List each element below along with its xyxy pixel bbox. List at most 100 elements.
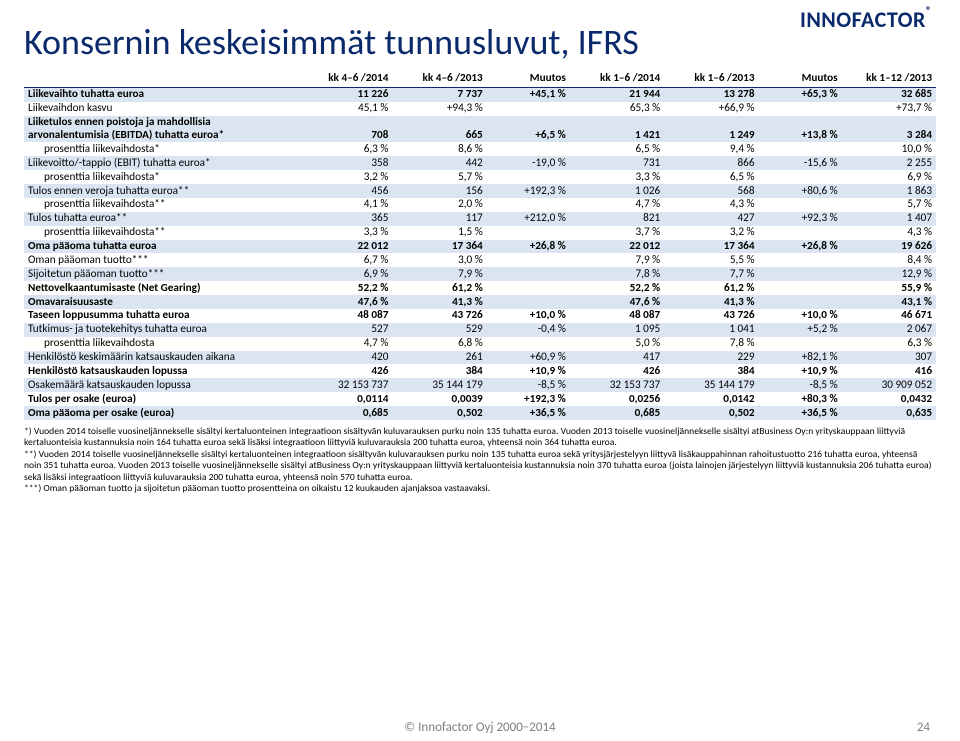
cell-value: 2,0 % <box>392 198 486 212</box>
cell-value: 52,2 % <box>570 281 664 295</box>
cell-value: 3 284 <box>842 116 936 143</box>
cell-value <box>487 170 570 184</box>
table-row: Tutkimus- ja tuotekehitys tuhatta euroa5… <box>24 323 936 337</box>
cell-value: 7 737 <box>392 87 486 101</box>
cell-value: 527 <box>298 323 392 337</box>
cell-value: 41,3 % <box>392 295 486 309</box>
cell-value: 41,3 % <box>664 295 758 309</box>
cell-value: 0,0142 <box>664 392 758 406</box>
footnote: ***) Oman pääoman tuotto ja sijoitetun p… <box>24 483 936 495</box>
row-label: Omavaraisuusaste <box>24 295 298 309</box>
cell-value: 47,6 % <box>298 295 392 309</box>
cell-value: 261 <box>392 351 486 365</box>
cell-value: 3,3 % <box>570 170 664 184</box>
cell-value: 5,0 % <box>570 337 664 351</box>
cell-value <box>487 198 570 212</box>
cell-value: 358 <box>298 156 392 170</box>
cell-value: 1 407 <box>842 212 936 226</box>
cell-value: -19,0 % <box>487 156 570 170</box>
cell-value: 7,7 % <box>664 267 758 281</box>
cell-value: +73,7 % <box>842 102 936 116</box>
cell-value: +36,5 % <box>759 406 842 420</box>
cell-value: 365 <box>298 212 392 226</box>
cell-value: 4,7 % <box>298 337 392 351</box>
cell-value: 7,8 % <box>664 337 758 351</box>
cell-value: +6,5 % <box>487 116 570 143</box>
cell-value: 21 944 <box>570 87 664 101</box>
cell-value: 43 726 <box>392 309 486 323</box>
cell-value: 0,685 <box>298 406 392 420</box>
cell-value: 416 <box>842 364 936 378</box>
row-label: Taseen loppusumma tuhatta euroa <box>24 309 298 323</box>
row-label: Tulos tuhatta euroa** <box>24 212 298 226</box>
footnote: *) Vuoden 2014 toiselle vuosineljännekse… <box>24 426 936 449</box>
cell-value: +80,6 % <box>759 184 842 198</box>
cell-value: -8,5 % <box>487 378 570 392</box>
cell-value: 456 <box>298 184 392 198</box>
cell-value: 61,2 % <box>392 281 486 295</box>
cell-value: 5,7 % <box>392 170 486 184</box>
cell-value <box>759 281 842 295</box>
cell-value: +66,9 % <box>664 102 758 116</box>
table-row: Tulos ennen veroja tuhatta euroa**456156… <box>24 184 936 198</box>
cell-value <box>487 102 570 116</box>
slide: INNOFACTOR® Konsernin keskeisimmät tunnu… <box>0 0 960 741</box>
cell-value: 35 144 179 <box>392 378 486 392</box>
cell-value: 17 364 <box>392 240 486 254</box>
row-label: Nettovelkaantumisaste (Net Gearing) <box>24 281 298 295</box>
cell-value: +212,0 % <box>487 212 570 226</box>
cell-value: 48 087 <box>298 309 392 323</box>
row-label: Liikevaihdon kasvu <box>24 102 298 116</box>
cell-value: +10,0 % <box>487 309 570 323</box>
cell-value: 1 026 <box>570 184 664 198</box>
row-label: Liiketulos ennen poistoja ja mahdollisia… <box>24 116 298 143</box>
row-label: Henkilöstö keskimäärin katsauskauden aik… <box>24 351 298 365</box>
row-label: Osakemäärä katsauskauden lopussa <box>24 378 298 392</box>
cell-value <box>487 337 570 351</box>
row-label: Oma pääoma tuhatta euroa <box>24 240 298 254</box>
cell-value: 0,0114 <box>298 392 392 406</box>
cell-value: 22 012 <box>298 240 392 254</box>
row-label: Sijoitetun pääoman tuotto*** <box>24 267 298 281</box>
cell-value: 3,2 % <box>664 226 758 240</box>
cell-value: 417 <box>570 351 664 365</box>
col-header: kk 4–6 /2013 <box>392 70 486 87</box>
cell-value <box>487 226 570 240</box>
cell-value: 7,9 % <box>570 253 664 267</box>
cell-value <box>487 253 570 267</box>
cell-value: +36,5 % <box>487 406 570 420</box>
row-label: Oma pääoma per osake (euroa) <box>24 406 298 420</box>
cell-value <box>759 142 842 156</box>
cell-value <box>759 253 842 267</box>
cell-value <box>759 337 842 351</box>
table-row: Osakemäärä katsauskauden lopussa32 153 7… <box>24 378 936 392</box>
row-label: Liikevaihto tuhatta euroa <box>24 87 298 101</box>
cell-value <box>759 267 842 281</box>
cell-value: +80,3 % <box>759 392 842 406</box>
cell-value: 43 726 <box>664 309 758 323</box>
cell-value: +45,1 % <box>487 87 570 101</box>
cell-value: 0,502 <box>664 406 758 420</box>
cell-value: 307 <box>842 351 936 365</box>
cell-value: 48 087 <box>570 309 664 323</box>
cell-value: 0,0256 <box>570 392 664 406</box>
table-row: Oman pääoman tuotto***6,7 %3,0 %7,9 %5,5… <box>24 253 936 267</box>
cell-value: +26,8 % <box>487 240 570 254</box>
cell-value: +13,8 % <box>759 116 842 143</box>
registered-icon: ® <box>926 4 932 17</box>
cell-value <box>487 281 570 295</box>
cell-value: 3,0 % <box>392 253 486 267</box>
table-row: Tulos tuhatta euroa**365117+212,0 %82142… <box>24 212 936 226</box>
cell-value: +192,3 % <box>487 184 570 198</box>
cell-value: 384 <box>392 364 486 378</box>
cell-value: 821 <box>570 212 664 226</box>
table-row: prosenttia liikevaihdosta4,7 %6,8 %5,0 %… <box>24 337 936 351</box>
col-header <box>24 70 298 87</box>
col-header: kk 1–12 /2013 <box>842 70 936 87</box>
cell-value: 6,8 % <box>392 337 486 351</box>
page-number: 24 <box>917 720 930 735</box>
logo-text: INNOFACTOR <box>800 6 926 33</box>
cell-value: 2 255 <box>842 156 936 170</box>
cell-value: 3,3 % <box>298 226 392 240</box>
row-label: prosenttia liikevaihdosta* <box>24 170 298 184</box>
